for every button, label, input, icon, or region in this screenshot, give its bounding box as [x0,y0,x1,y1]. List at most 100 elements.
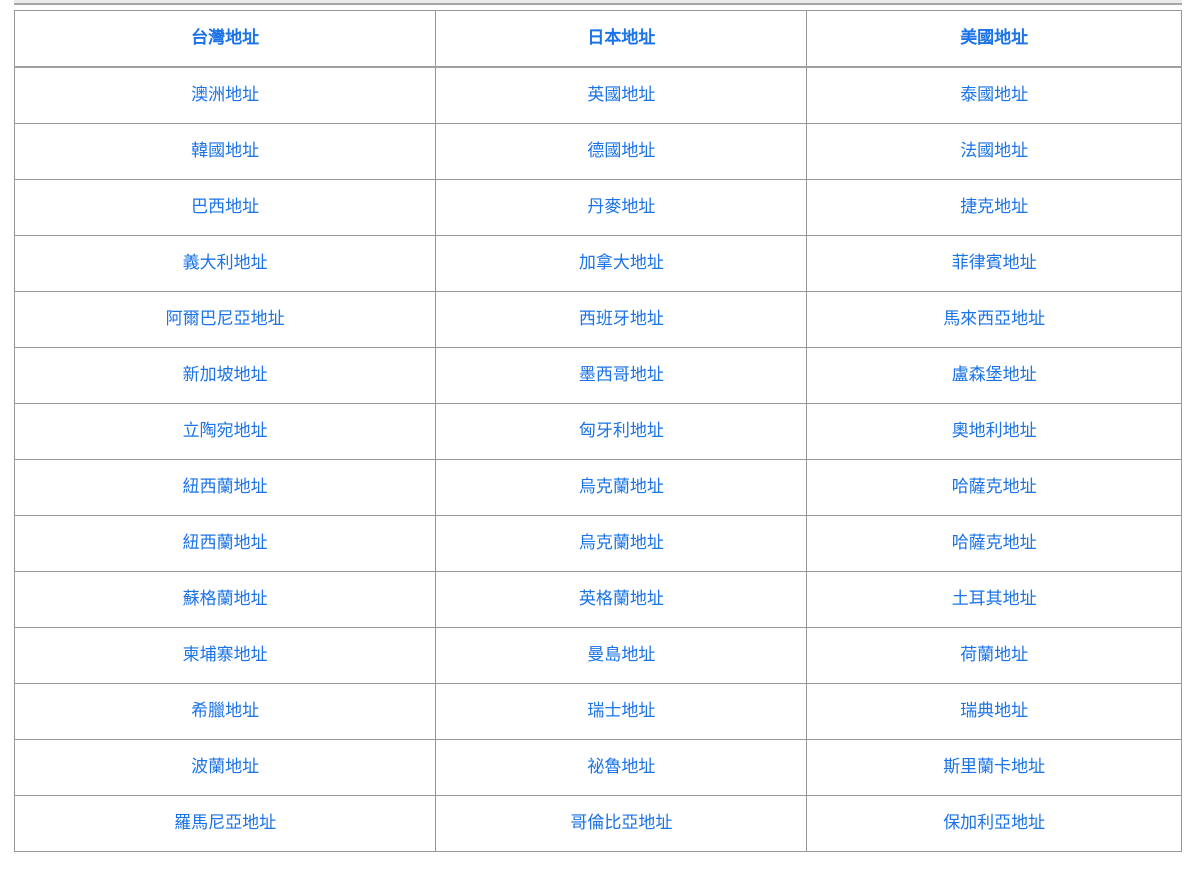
address-link[interactable]: 義大利地址 [182,253,268,272]
table-cell: 紐西蘭地址 [13,459,437,516]
table-cell: 祕魯地址 [435,739,808,796]
header-link[interactable]: 美國地址 [960,28,1029,47]
table-cell: 泰國地址 [806,66,1182,124]
address-link[interactable]: 荷蘭地址 [960,645,1029,664]
address-link[interactable]: 丹麥地址 [587,197,656,216]
table-row: 紐西蘭地址 烏克蘭地址 哈薩克地址 [13,459,1182,516]
address-link[interactable]: 澳洲地址 [191,85,260,104]
address-link[interactable]: 保加利亞地址 [943,813,1046,832]
address-link[interactable]: 菲律賓地址 [951,253,1037,272]
table-row: 羅馬尼亞地址 哥倫比亞地址 保加利亞地址 [13,795,1182,852]
address-link[interactable]: 西班牙地址 [578,309,664,328]
address-link[interactable]: 柬埔寨地址 [182,645,268,664]
table-cell: 烏克蘭地址 [435,515,808,572]
table-cell: 紐西蘭地址 [13,515,437,572]
address-link[interactable]: 加拿大地址 [578,253,664,272]
address-link[interactable]: 土耳其地址 [951,589,1037,608]
address-link[interactable]: 烏克蘭地址 [578,477,664,496]
table-row: 柬埔寨地址 曼島地址 荷蘭地址 [13,627,1182,684]
table-cell: 澳洲地址 [13,66,437,124]
address-link[interactable]: 瑞典地址 [960,701,1029,720]
table-cell: 荷蘭地址 [806,627,1182,684]
top-edge-strip [14,0,1182,5]
table-cell: 菲律賓地址 [806,235,1182,292]
table-cell: 新加坡地址 [13,347,437,404]
address-link[interactable]: 馬來西亞地址 [943,309,1046,328]
table-cell: 烏克蘭地址 [435,459,808,516]
table-cell: 波蘭地址 [13,739,437,796]
table-header-row: 台灣地址 日本地址 美國地址 [13,10,1182,68]
address-link[interactable]: 法國地址 [960,141,1029,160]
table-cell: 英格蘭地址 [435,571,808,628]
address-link[interactable]: 阿爾巴尼亞地址 [165,309,285,328]
address-link[interactable]: 烏克蘭地址 [578,533,664,552]
address-link[interactable]: 哥倫比亞地址 [570,813,673,832]
table-cell: 希臘地址 [13,683,437,740]
table-cell: 柬埔寨地址 [13,627,437,684]
table-row: 波蘭地址 祕魯地址 斯里蘭卡地址 [13,739,1182,796]
table-cell: 哈薩克地址 [806,515,1182,572]
header-link[interactable]: 台灣地址 [191,28,260,47]
address-link[interactable]: 英格蘭地址 [578,589,664,608]
table-row: 義大利地址 加拿大地址 菲律賓地址 [13,235,1182,292]
header-cell: 台灣地址 [13,10,437,68]
table-cell: 墨西哥地址 [435,347,808,404]
address-link[interactable]: 捷克地址 [960,197,1029,216]
table-cell: 阿爾巴尼亞地址 [13,291,437,348]
table-cell: 羅馬尼亞地址 [13,795,437,852]
header-link[interactable]: 日本地址 [587,28,656,47]
address-links-table: 台灣地址 日本地址 美國地址 澳洲地址 英國地址 泰國地址韓國地址 德國地址 法國地址巴西地… [13,10,1182,852]
address-link[interactable]: 斯里蘭卡地址 [943,757,1046,776]
header-cell: 日本地址 [435,10,808,68]
address-link[interactable]: 希臘地址 [191,701,260,720]
table-cell: 立陶宛地址 [13,403,437,460]
table-cell: 丹麥地址 [435,179,808,236]
address-link[interactable]: 新加坡地址 [182,365,268,384]
table-cell: 西班牙地址 [435,291,808,348]
address-link[interactable]: 德國地址 [587,141,656,160]
table-cell: 加拿大地址 [435,235,808,292]
address-link[interactable]: 韓國地址 [191,141,260,160]
table-cell: 韓國地址 [13,123,437,180]
header-cell: 美國地址 [806,10,1182,68]
table-cell: 土耳其地址 [806,571,1182,628]
table-row: 希臘地址 瑞士地址 瑞典地址 [13,683,1182,740]
table-row: 韓國地址 德國地址 法國地址 [13,123,1182,180]
table-cell: 德國地址 [435,123,808,180]
table-cell: 匈牙利地址 [435,403,808,460]
table-cell: 奧地利地址 [806,403,1182,460]
address-link[interactable]: 哈薩克地址 [951,477,1037,496]
address-link[interactable]: 英國地址 [587,85,656,104]
table-row: 立陶宛地址 匈牙利地址 奧地利地址 [13,403,1182,460]
address-link[interactable]: 巴西地址 [191,197,260,216]
address-link[interactable]: 匈牙利地址 [578,421,664,440]
table-cell: 哈薩克地址 [806,459,1182,516]
address-link[interactable]: 瑞士地址 [587,701,656,720]
address-link[interactable]: 紐西蘭地址 [182,533,268,552]
table-cell: 巴西地址 [13,179,437,236]
table-cell: 蘇格蘭地址 [13,571,437,628]
table-cell: 哥倫比亞地址 [435,795,808,852]
table-cell: 斯里蘭卡地址 [806,739,1182,796]
table-cell: 曼島地址 [435,627,808,684]
address-link[interactable]: 盧森堡地址 [951,365,1037,384]
address-link[interactable]: 立陶宛地址 [182,421,268,440]
address-link[interactable]: 奧地利地址 [951,421,1037,440]
table-cell: 保加利亞地址 [806,795,1182,852]
address-link[interactable]: 羅馬尼亞地址 [174,813,277,832]
table-row: 巴西地址 丹麥地址 捷克地址 [13,179,1182,236]
address-link[interactable]: 哈薩克地址 [951,533,1037,552]
table-cell: 義大利地址 [13,235,437,292]
table-cell: 盧森堡地址 [806,347,1182,404]
address-link[interactable]: 墨西哥地址 [578,365,664,384]
address-link[interactable]: 波蘭地址 [191,757,260,776]
table-cell: 英國地址 [435,66,808,124]
table-cell: 捷克地址 [806,179,1182,236]
address-link[interactable]: 紐西蘭地址 [182,477,268,496]
address-link[interactable]: 祕魯地址 [587,757,656,776]
address-link[interactable]: 曼島地址 [587,645,656,664]
address-link[interactable]: 泰國地址 [960,85,1029,104]
address-link[interactable]: 蘇格蘭地址 [182,589,268,608]
table-cell: 馬來西亞地址 [806,291,1182,348]
